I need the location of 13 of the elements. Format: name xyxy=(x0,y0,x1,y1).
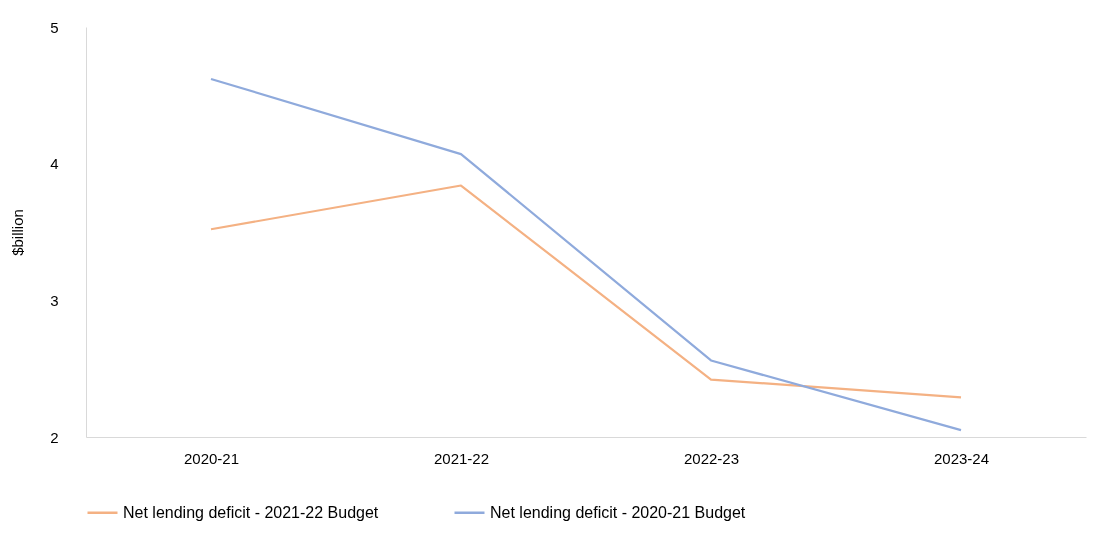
y-tick-label: 3 xyxy=(50,291,59,309)
x-tick-label: 2022-23 xyxy=(683,449,740,467)
y-tick-label: 2 xyxy=(50,428,59,446)
y-tick-label: 5 xyxy=(50,18,59,36)
x-tick-label: 2020-21 xyxy=(183,449,240,467)
legend-label: Net lending deficit - 2021-22 Budget xyxy=(123,503,379,521)
y-axis-title: $billion xyxy=(9,209,27,256)
line-series xyxy=(209,77,963,432)
y-tick-label: 4 xyxy=(50,155,59,173)
legend-label: Net lending deficit - 2020-21 Budget xyxy=(490,503,746,521)
line-series xyxy=(209,184,963,399)
x-tick-label: 2021-22 xyxy=(433,449,490,467)
x-tick-label: 2023-24 xyxy=(933,449,990,467)
